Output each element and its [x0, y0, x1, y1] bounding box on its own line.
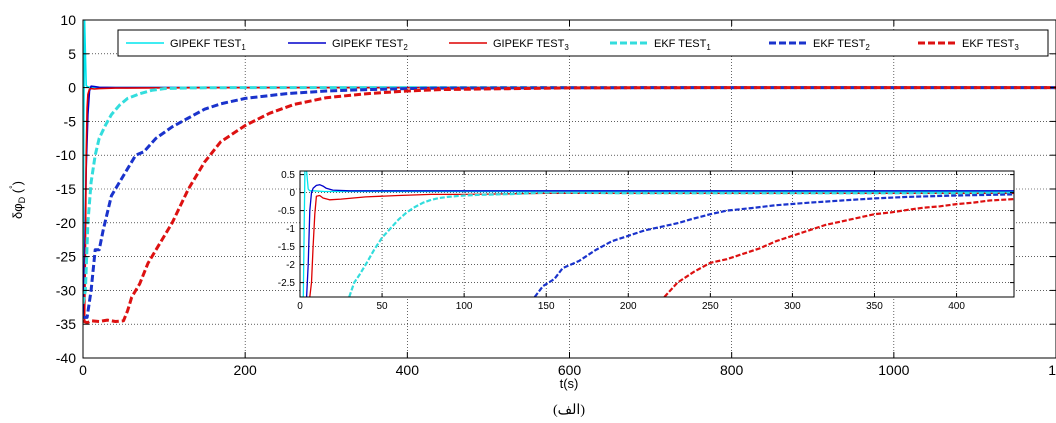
x-tick-label: 50	[377, 301, 389, 312]
y-tick-label: 0	[289, 188, 295, 199]
legend-label: EKF TEST2	[813, 38, 870, 52]
series-line-gipekf-test-3	[83, 86, 1056, 322]
x-tick-label: 250	[702, 301, 719, 312]
series-line-gipekf-test-1	[300, 171, 1014, 297]
x-tick-label: 800	[720, 362, 744, 378]
y-tick-label: -2.5	[278, 278, 296, 289]
legend-box	[117, 29, 1049, 57]
series-line-ekf-test-3	[663, 198, 1014, 297]
series-line-ekf-test-2	[83, 86, 1056, 319]
series-line-ekf-test-2	[533, 193, 1014, 297]
y-tick-label: -1	[286, 224, 295, 235]
y-tick-label: -35	[56, 316, 76, 332]
y-tick-label: -2	[286, 260, 295, 271]
y-tick-label: -10	[56, 147, 76, 163]
x-tick-label: 0	[79, 362, 87, 378]
y-tick-label: 0.5	[281, 170, 295, 181]
legend-label: EKF TEST1	[654, 38, 711, 52]
y-tick-label: 0	[68, 80, 76, 96]
x-axis-label: t(s)	[560, 376, 579, 391]
figure-caption: (الف)	[553, 403, 585, 418]
y-tick-label: -25	[56, 249, 76, 265]
x-tick-label: 200	[620, 301, 637, 312]
y-tick-label: -15	[56, 181, 76, 197]
y-tick-label: -5	[64, 113, 77, 129]
x-tick-label: 1000	[878, 362, 909, 378]
inset-series-group	[300, 171, 1014, 297]
x-tick-label: 150	[538, 301, 555, 312]
y-axis-label: δφD (°)	[8, 181, 27, 219]
y-tick-label: -30	[56, 282, 76, 298]
inset-ticks: 0 50 100 150 200 250 300 350 400 0.5 0 -0.5 -1 -1.5 -2…	[278, 170, 1014, 312]
legend-label: GIPEKF TEST1	[170, 38, 246, 52]
y-tick-label: -1.5	[278, 242, 296, 253]
inset-plot-frame	[299, 170, 1015, 298]
chart-legend: GIPEKF TEST1 GIPEKF TEST2 GIPEKF TEST3 EKF …	[117, 29, 1049, 57]
x-tick-label: 350	[866, 301, 883, 312]
y-tick-label: 10	[60, 12, 76, 28]
x-tick-label: 100	[456, 301, 473, 312]
y-tick-label: 5	[68, 46, 76, 62]
x-tick-label: 12	[1048, 362, 1056, 378]
series-line-gipekf-test-2	[305, 184, 1014, 297]
x-tick-label: 400	[396, 362, 420, 378]
legend-label: EKF TEST3	[962, 38, 1019, 52]
y-tick-label: -0.5	[278, 206, 296, 217]
main-ticks: 02004006008001000121050-5-10-15-20-25-30…	[56, 12, 1056, 378]
legend-label: GIPEKF TEST3	[493, 38, 569, 52]
x-tick-label: 200	[233, 362, 257, 378]
x-tick-label: 600	[558, 362, 582, 378]
y-tick-label: -20	[56, 215, 76, 231]
x-tick-label: 300	[784, 301, 801, 312]
legend-label: GIPEKF TEST2	[332, 38, 408, 52]
series-line-ekf-test-1	[83, 86, 1056, 305]
x-tick-label: 0	[297, 301, 303, 312]
x-tick-label: 400	[948, 301, 965, 312]
series-line-ekf-test-3	[83, 86, 1056, 325]
series-line-ekf-test-1	[348, 191, 1014, 297]
y-tick-label: -40	[56, 350, 76, 366]
inset-plot-area	[300, 171, 1014, 297]
